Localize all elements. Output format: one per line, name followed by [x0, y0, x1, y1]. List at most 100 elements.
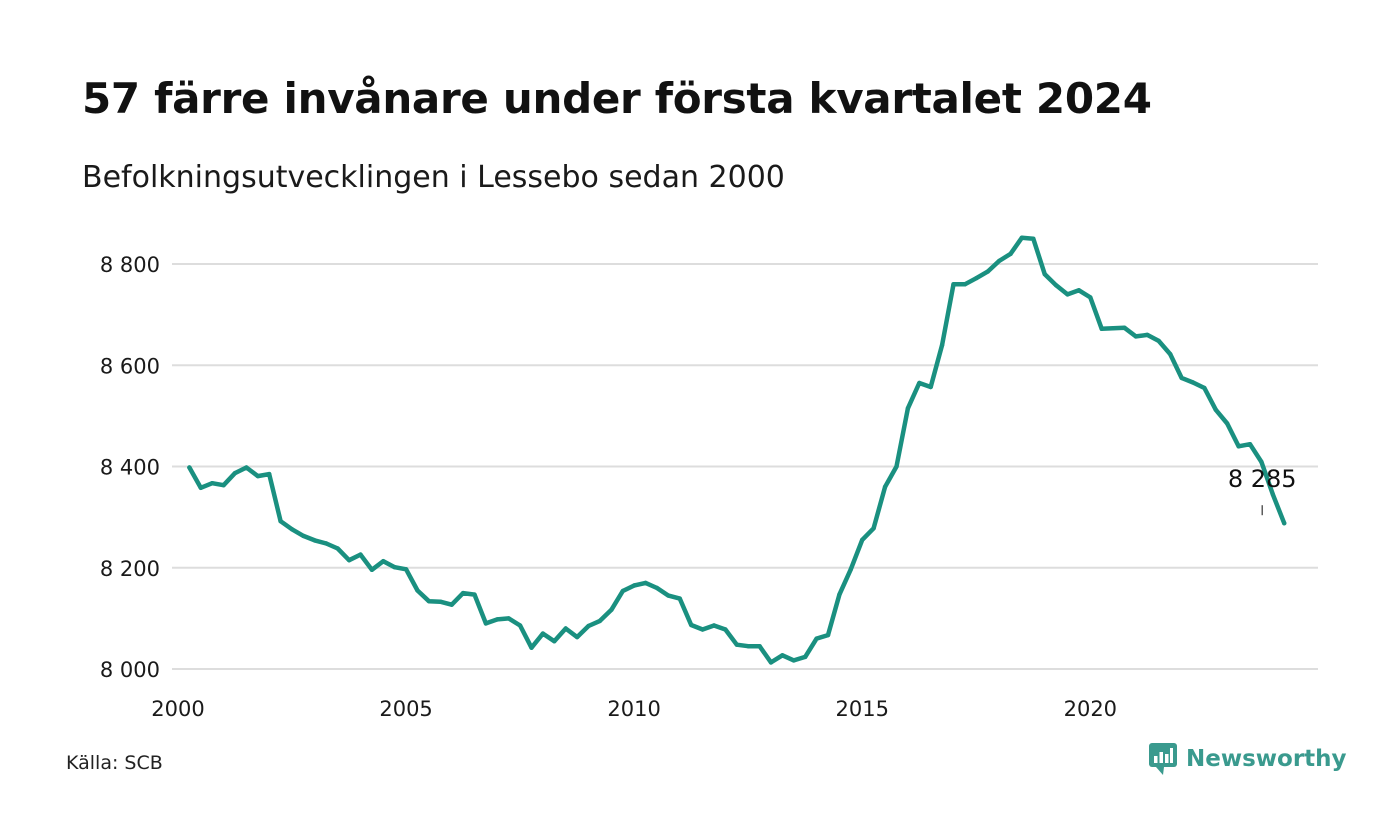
- data-point: [1145, 332, 1150, 338]
- y-tick-label: 8 600: [100, 354, 160, 378]
- data-point: [780, 653, 785, 658]
- data-point: [825, 632, 831, 638]
- data-point: [301, 533, 306, 539]
- data-point: [335, 546, 340, 551]
- data-point: [392, 565, 397, 570]
- data-point: [552, 639, 557, 644]
- data-point: [917, 380, 922, 386]
- data-point: [723, 627, 728, 632]
- data-point: [928, 384, 933, 390]
- data-point: [894, 464, 899, 469]
- x-tick-label: 2005: [379, 697, 432, 721]
- data-point: [746, 644, 751, 649]
- data-point: [346, 558, 352, 563]
- data-point: [198, 485, 203, 490]
- data-point: [962, 282, 968, 287]
- data-point: [1008, 251, 1013, 257]
- data-point: [700, 627, 705, 632]
- data-point: [985, 269, 990, 274]
- chart-subtitle: Befolkningsutvecklingen i Lessebo sedan …: [82, 160, 785, 195]
- data-point: [882, 484, 888, 489]
- data-point: [814, 636, 819, 641]
- data-point: [951, 282, 956, 287]
- chart-title: 57 färre invånare under första kvartalet…: [82, 74, 1152, 123]
- data-point: [677, 596, 682, 601]
- data-point: [449, 602, 454, 607]
- data-point: [609, 607, 614, 612]
- x-tick-label: 2010: [607, 697, 660, 721]
- data-point: [643, 580, 648, 586]
- data-point: [860, 537, 865, 543]
- data-point: [403, 567, 409, 572]
- data-point: [803, 654, 808, 660]
- data-point: [689, 622, 694, 628]
- data-point: [278, 519, 283, 524]
- data-point: [438, 599, 443, 604]
- data-point: [369, 567, 375, 572]
- data-point: [244, 465, 249, 470]
- data-point: [289, 527, 295, 532]
- grid-lines: [172, 263, 1318, 670]
- data-point: [757, 644, 762, 649]
- data-point: [324, 541, 329, 546]
- data-point: [472, 592, 477, 597]
- data-point: [506, 616, 511, 621]
- data-point: [563, 626, 568, 631]
- data-point: [221, 483, 226, 488]
- data-point: [1213, 407, 1219, 412]
- data-point: [358, 552, 363, 557]
- data-point: [620, 588, 625, 594]
- series-layer: [187, 235, 1287, 665]
- data-point: [574, 634, 580, 640]
- data-point: [267, 471, 272, 477]
- data-point: [905, 406, 911, 411]
- y-tick-label: 8 200: [100, 557, 160, 581]
- brand-name: Newsworthy: [1186, 746, 1347, 772]
- data-point: [586, 623, 591, 629]
- data-point: [1122, 325, 1127, 330]
- data-point: [1270, 492, 1276, 497]
- data-point: [1179, 375, 1184, 381]
- data-point: [495, 617, 500, 622]
- data-point: [1259, 459, 1264, 465]
- data-point: [187, 465, 192, 470]
- data-point: [974, 276, 979, 281]
- data-point: [711, 623, 717, 628]
- y-tick-label: 8 800: [100, 253, 160, 277]
- data-point: [1099, 326, 1104, 331]
- data-point: [483, 621, 489, 626]
- data-point: [1168, 351, 1173, 357]
- data-point: [210, 481, 215, 486]
- data-point: [1190, 380, 1196, 385]
- data-point: [837, 592, 842, 597]
- end-value-label: 8 285: [1228, 465, 1297, 493]
- data-point: [848, 567, 853, 572]
- y-tick-label: 8 000: [100, 658, 160, 682]
- y-axis-ticks: 8 000 8 200 8 400 8 600 8 800: [100, 253, 160, 682]
- newsworthy-logo-icon: [1149, 743, 1177, 775]
- x-tick-label: 2000: [151, 697, 204, 721]
- data-point: [426, 599, 432, 604]
- data-point: [540, 631, 546, 636]
- data-point: [996, 258, 1002, 264]
- data-point: [1053, 283, 1059, 288]
- data-point: [255, 473, 260, 479]
- data-point: [1031, 236, 1036, 241]
- data-point: [312, 538, 317, 543]
- series-line-population: [187, 235, 1287, 665]
- x-axis-ticks: 2000 2005 2010 2015 2020: [151, 697, 1117, 721]
- data-point: [666, 593, 671, 598]
- data-point: [1065, 292, 1070, 297]
- data-point: [1076, 288, 1082, 293]
- data-point: [415, 588, 420, 593]
- data-point: [1225, 421, 1230, 426]
- data-point: [597, 618, 603, 624]
- data-point: [1110, 326, 1116, 331]
- data-point: [232, 470, 238, 476]
- data-point: [460, 590, 466, 596]
- data-point: [1247, 442, 1253, 447]
- data-point: [517, 623, 523, 628]
- data-point: [1282, 521, 1287, 526]
- data-point: [632, 583, 637, 588]
